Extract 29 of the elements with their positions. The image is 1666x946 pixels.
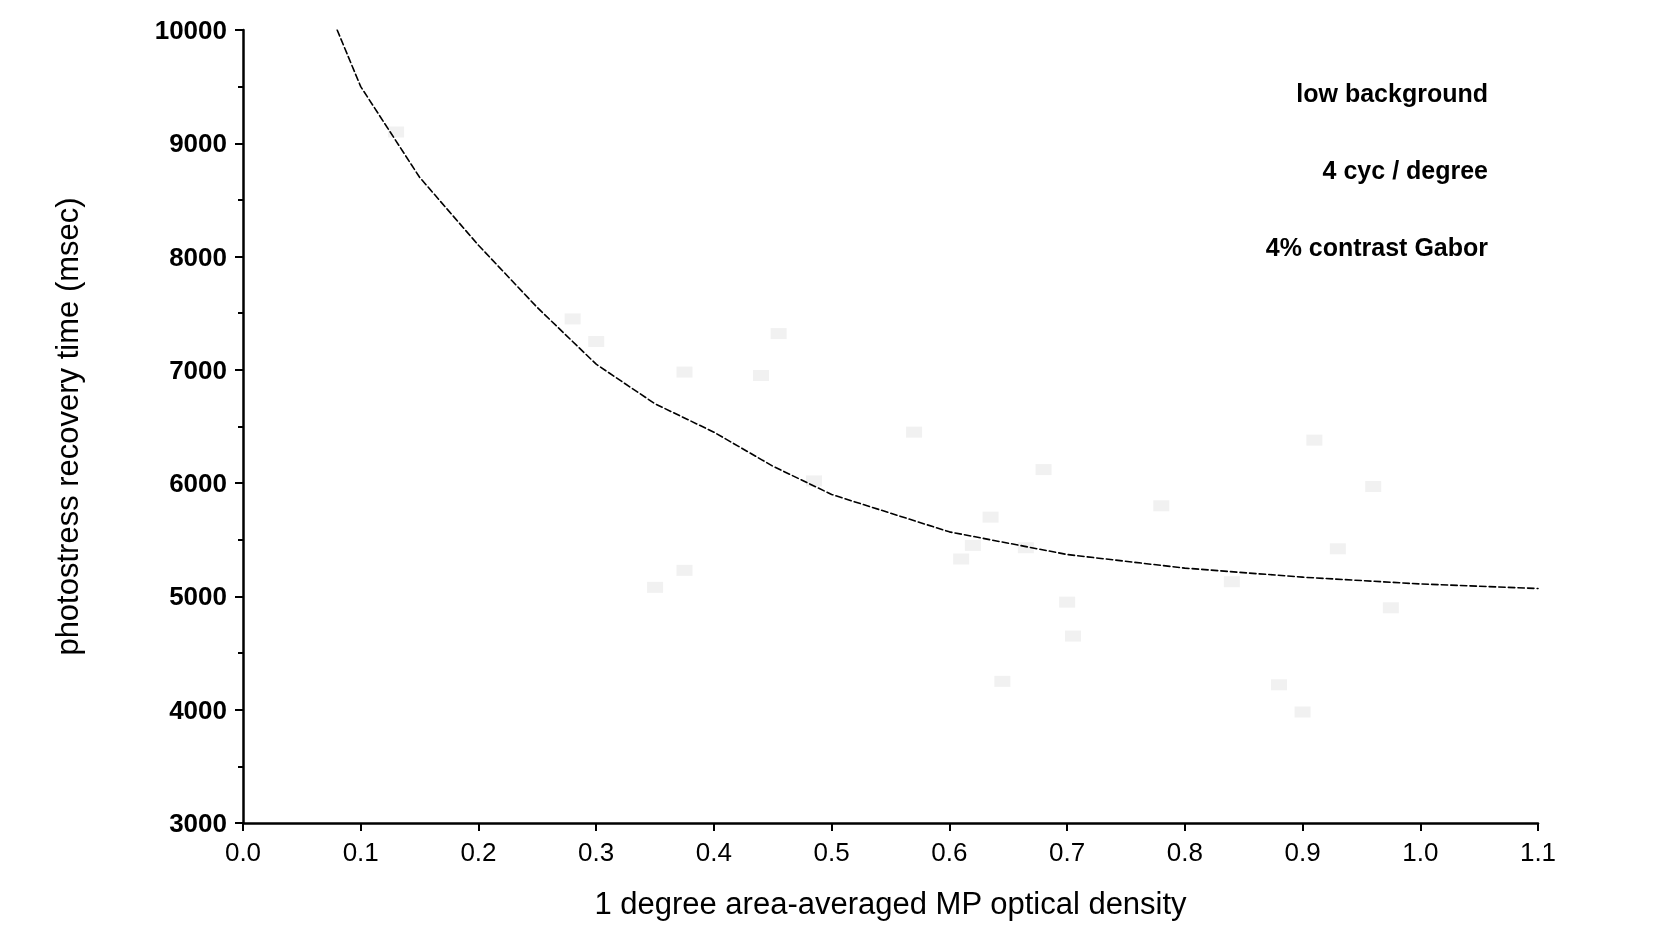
x-tick-label: 0.8 xyxy=(1166,837,1203,867)
y-tick-label: 4000 xyxy=(169,694,227,725)
y-axis-title: photostress recovery time (msec) xyxy=(50,197,85,656)
annotation: low background xyxy=(1296,78,1489,107)
x-tick-label: 0.3 xyxy=(578,837,615,867)
x-axis-title: 1 degree area-averaged MP optical density xyxy=(594,886,1188,921)
x-tick-label: 0.6 xyxy=(931,837,968,867)
y-tick-label: 7000 xyxy=(169,354,227,385)
point xyxy=(964,539,981,551)
x-tick-label: 0.0 xyxy=(224,837,262,867)
x-tick-label: 0.2 xyxy=(460,837,497,867)
point xyxy=(805,475,822,487)
y-tick-label: 9000 xyxy=(169,128,227,159)
x-tick-label: 0.5 xyxy=(813,837,850,867)
x-tick-label: 0.4 xyxy=(695,837,732,867)
y-tick-label: 6000 xyxy=(169,468,227,499)
y-tick-label: 10000 xyxy=(154,15,227,45)
x-tick-label: 0.7 xyxy=(1049,837,1086,867)
y-tick-label: 8000 xyxy=(169,241,227,272)
y-tick-label: 3000 xyxy=(169,808,227,838)
line-series xyxy=(336,29,1539,590)
x-tick-label: 1.0 xyxy=(1402,837,1439,867)
annotation: 4 cyc / degree xyxy=(1322,155,1489,184)
y-tick-label: 5000 xyxy=(169,581,227,612)
x-tick-label: 1.1 xyxy=(1519,837,1557,867)
x-tick-label: 0.9 xyxy=(1284,837,1321,867)
x-tick-label: 0.1 xyxy=(342,837,379,867)
point xyxy=(388,126,405,138)
annotation: 4% contrast Gabor xyxy=(1265,232,1489,261)
